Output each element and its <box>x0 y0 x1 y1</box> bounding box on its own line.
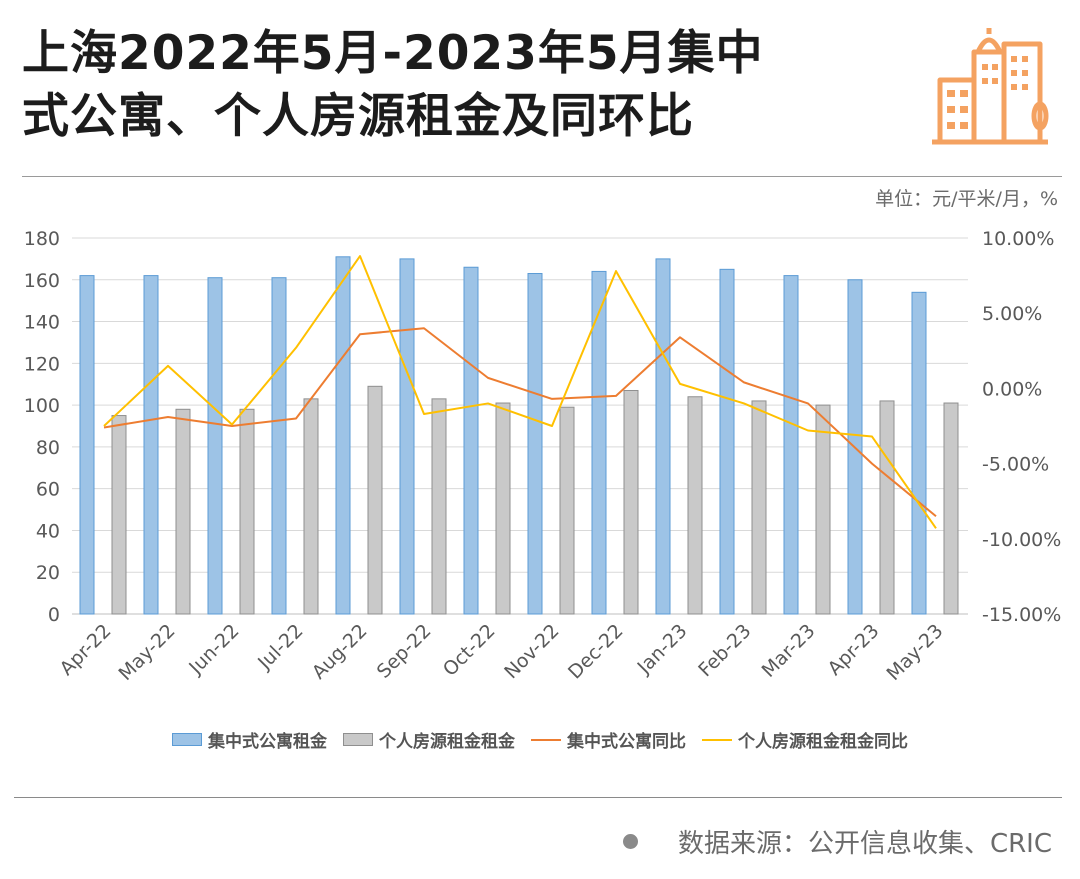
legend-label-series-2: 个人房源租金租金 <box>379 732 515 752</box>
x-tick-label: Jul-22 <box>253 620 307 674</box>
y-left-tick-label: 180 <box>24 228 60 250</box>
legend-swatch-line-yellow <box>702 738 732 741</box>
legend-swatch-bar-blue <box>172 733 202 746</box>
x-tick-label: May-22 <box>114 620 179 685</box>
x-tick-label: Apr-22 <box>56 620 116 680</box>
bar-series-2 <box>623 389 639 615</box>
bar-series-1 <box>271 277 287 615</box>
bar-series-1 <box>399 258 415 615</box>
bar-series-1 <box>527 273 543 615</box>
bar-series-1 <box>335 256 351 615</box>
bar-series-2 <box>111 415 127 615</box>
bar-series-2 <box>943 402 959 615</box>
legend-label-series-3: 集中式公寓同比 <box>567 732 686 752</box>
y-left-tick-label: 60 <box>36 479 60 501</box>
y-right-tick-label: -5.00% <box>982 454 1049 476</box>
bar-series-1 <box>911 291 927 615</box>
y-left-tick-label: 80 <box>36 437 60 459</box>
line-series-4 <box>103 255 937 529</box>
legend-label-series-4: 个人房源租金租金同比 <box>738 732 908 752</box>
legend-swatch-bar-gray <box>343 733 373 746</box>
legend-item-series-2: 个人房源租金租金 <box>343 727 515 752</box>
y-left-tick-label: 100 <box>24 395 60 417</box>
y-left-tick-label: 40 <box>36 520 60 542</box>
bar-series-2 <box>879 400 895 615</box>
x-tick-label: Jun-22 <box>184 620 243 679</box>
bar-series-2 <box>431 398 447 615</box>
bar-series-1 <box>591 270 607 615</box>
x-tick-label: Feb-23 <box>694 620 755 681</box>
bar-series-1 <box>207 277 223 615</box>
x-tick-label: Sep-22 <box>373 620 436 683</box>
y-left-tick-label: 120 <box>24 353 60 375</box>
bar-series-1 <box>783 275 799 615</box>
city-buildings-icon <box>932 28 1049 145</box>
x-tick-label: Oct-22 <box>439 620 500 681</box>
y-right-tick-label: 10.00% <box>982 228 1054 250</box>
title-line-1: 上海2022年5月-2023年5月集中 <box>22 26 764 81</box>
y-left-tick-label: 20 <box>36 562 60 584</box>
unit-label: 单位：元/平米/月，% <box>875 188 1058 210</box>
line-series-3 <box>103 327 937 518</box>
bar-series-2 <box>303 398 319 615</box>
bar-series-2 <box>175 408 191 615</box>
x-tick-label: Nov-22 <box>500 620 563 683</box>
y-left-tick-label: 160 <box>24 270 60 292</box>
bar-series-1 <box>79 275 95 615</box>
bar-series-2 <box>751 400 767 615</box>
bar-series-1 <box>719 268 735 615</box>
y-right-tick-label: 0.00% <box>982 378 1042 400</box>
chart-legend: 集中式公寓租金 个人房源租金租金 集中式公寓同比 个人房源租金租金同比 <box>0 727 1080 752</box>
footer-divider <box>14 797 1062 798</box>
legend-item-series-1: 集中式公寓租金 <box>172 727 327 752</box>
y-right-tick-label: -15.00% <box>982 604 1061 626</box>
header-divider <box>22 176 1062 177</box>
source-note: 数据来源：公开信息收集、CRIC <box>622 823 1052 860</box>
x-tick-label: Aug-22 <box>308 620 372 684</box>
x-tick-label: Jan-23 <box>633 620 692 679</box>
y-right-tick-label: 5.00% <box>982 303 1042 325</box>
bar-series-1 <box>655 258 671 615</box>
page-title: 上海2022年5月-2023年5月集中 式公寓、个人房源租金及同环比 <box>22 22 902 148</box>
combo-chart: 0 20 40 60 80 100 120 140 160 180 -15.00% -10.00% -5… <box>24 228 1062 685</box>
bar-series-1 <box>463 266 479 615</box>
y-left-tick-label: 140 <box>24 312 60 334</box>
y-right-tick-label: -10.00% <box>982 529 1061 551</box>
bar-series-2 <box>239 408 255 615</box>
legend-label-series-1: 集中式公寓租金 <box>208 732 327 752</box>
dot-icon <box>622 834 638 849</box>
bar-series-2 <box>815 404 831 615</box>
legend-swatch-line-orange <box>531 738 561 741</box>
bar-series-1 <box>143 275 159 615</box>
bar-series-2 <box>687 396 703 615</box>
bar-series-2 <box>495 402 511 615</box>
x-tick-label: Mar-23 <box>758 620 820 682</box>
legend-item-series-4: 个人房源租金租金同比 <box>702 727 908 752</box>
y-left-tick-label: 0 <box>48 604 60 626</box>
legend-item-series-3: 集中式公寓同比 <box>531 727 686 752</box>
bar-series-2 <box>559 406 575 615</box>
title-line-2: 式公寓、个人房源租金及同环比 <box>22 89 694 144</box>
x-tick-label: Apr-23 <box>824 620 884 680</box>
x-tick-label: Dec-22 <box>564 620 628 684</box>
source-text: 数据来源：公开信息收集、CRIC <box>677 829 1052 859</box>
x-tick-label: May-23 <box>882 620 947 685</box>
bar-series-2 <box>367 385 383 615</box>
